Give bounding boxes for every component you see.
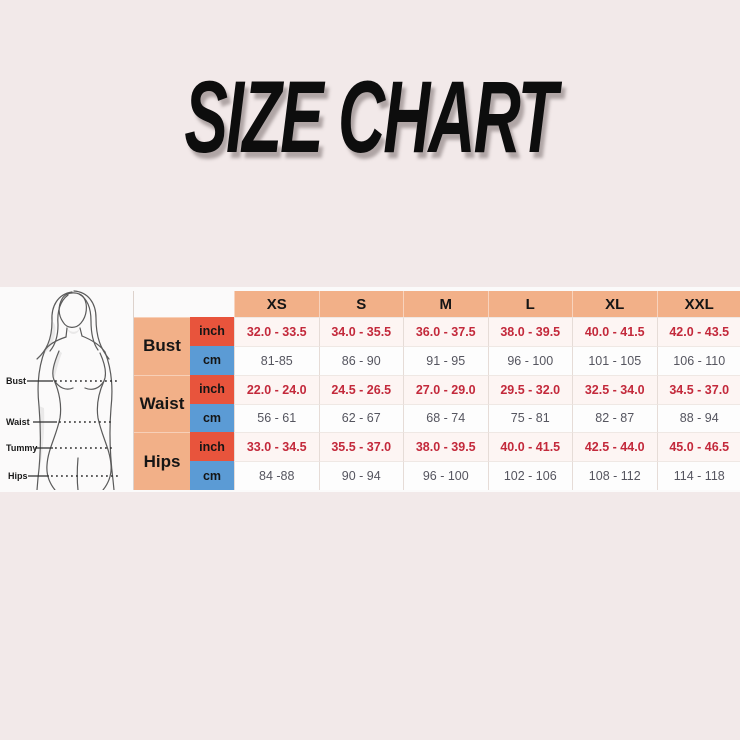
bust-cm-s: 86 - 90 (318, 345, 403, 375)
waist-cm-xxl: 88 - 94 (656, 403, 740, 433)
row-label-waist: Waist (134, 374, 190, 433)
hips-inch-xxl: 45.0 - 46.5 (656, 432, 740, 462)
waist-inch-m: 27.0 - 29.0 (403, 374, 488, 404)
bust-cm-m: 91 - 95 (403, 345, 488, 375)
size-header-l: L (487, 291, 572, 317)
bust-inch-l: 38.0 - 39.5 (487, 317, 572, 346)
bust-cm-xl: 101 - 105 (572, 345, 657, 375)
hips-inch-xs: 33.0 - 34.5 (234, 432, 319, 462)
bust-cm-xxl: 106 - 110 (656, 345, 740, 375)
waist-inch-s: 24.5 - 26.5 (318, 374, 403, 404)
hips-inch-xl: 42.5 - 44.0 (572, 432, 657, 462)
waist-inch-xl: 32.5 - 34.0 (572, 374, 657, 404)
hips-inch-m: 38.0 - 39.5 (403, 432, 488, 462)
waist-cm-m: 68 - 74 (403, 403, 488, 433)
row-label-hips: Hips (134, 432, 190, 490)
bust-inch-xl: 40.0 - 41.5 (572, 317, 657, 346)
unit-cell-inch: inch (190, 374, 234, 404)
unit-cell-inch: inch (190, 317, 234, 346)
unit-cell-cm: cm (190, 345, 234, 375)
hips-cm-m: 96 - 100 (403, 461, 488, 490)
size-chart-table: XS S M L XL XXL Bust inch 32.0 - 33.5 34… (133, 291, 740, 490)
row-label-bust: Bust (134, 317, 190, 375)
woman-silhouette-sketch: Bust Waist Tummy Hips (6, 290, 119, 490)
bust-inch-m: 36.0 - 37.5 (403, 317, 488, 346)
figure-label-waist: Waist (6, 417, 30, 427)
corner-cell (134, 291, 234, 317)
size-header-xl: XL (572, 291, 657, 317)
bust-cm-l: 96 - 100 (487, 345, 572, 375)
hips-cm-xs: 84 -88 (234, 461, 319, 490)
figure-label-hips: Hips (8, 471, 28, 481)
waist-inch-l: 29.5 - 32.0 (487, 374, 572, 404)
waist-cm-xl: 82 - 87 (572, 403, 657, 433)
hips-cm-xxl: 114 - 118 (656, 461, 740, 490)
waist-inch-xxl: 34.5 - 37.0 (656, 374, 740, 404)
hips-inch-s: 35.5 - 37.0 (318, 432, 403, 462)
bust-inch-xs: 32.0 - 33.5 (234, 317, 319, 346)
hips-inch-l: 40.0 - 41.5 (487, 432, 572, 462)
hips-cm-xl: 108 - 112 (572, 461, 657, 490)
size-header-xs: XS (234, 291, 319, 317)
waist-cm-l: 75 - 81 (487, 403, 572, 433)
hips-cm-s: 90 - 94 (318, 461, 403, 490)
unit-cell-cm: cm (190, 461, 234, 490)
unit-cell-inch: inch (190, 432, 234, 462)
bust-cm-xs: 81-85 (234, 345, 319, 375)
figure-label-bust: Bust (6, 376, 26, 386)
waist-inch-xs: 22.0 - 24.0 (234, 374, 319, 404)
page-title: SIZE CHART (184, 60, 557, 174)
size-header-m: M (403, 291, 488, 317)
size-header-xxl: XXL (656, 291, 740, 317)
bust-inch-s: 34.0 - 35.5 (318, 317, 403, 346)
waist-cm-xs: 56 - 61 (234, 403, 319, 433)
unit-cell-cm: cm (190, 403, 234, 433)
size-header-s: S (318, 291, 403, 317)
waist-cm-s: 62 - 67 (318, 403, 403, 433)
body-measurement-figure: Bust Waist Tummy Hips (4, 288, 134, 490)
figure-label-tummy: Tummy (6, 443, 37, 453)
hips-cm-l: 102 - 106 (487, 461, 572, 490)
bust-inch-xxl: 42.0 - 43.5 (656, 317, 740, 346)
